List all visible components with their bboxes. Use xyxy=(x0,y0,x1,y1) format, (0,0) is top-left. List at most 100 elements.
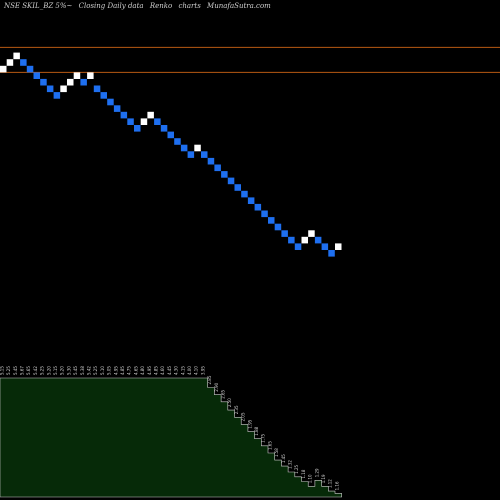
brick-label: 5.05 xyxy=(107,366,112,375)
brick-label: 1.75 xyxy=(261,433,266,442)
brick-label: 3.95 xyxy=(200,366,205,375)
brick-label: 2.35 xyxy=(234,405,239,414)
renko-brick xyxy=(160,125,168,132)
renko-brick xyxy=(314,236,322,244)
renko-brick xyxy=(261,210,268,218)
renko-brick xyxy=(20,59,27,66)
renko-brick xyxy=(234,184,241,191)
renko-brick xyxy=(73,72,81,79)
brick-label: 1.16 xyxy=(334,481,339,490)
chart-type-word: charts xyxy=(178,2,201,10)
brick-label: 2.85 xyxy=(207,375,212,384)
brick-label: 5.10 xyxy=(100,366,105,375)
renko-brick xyxy=(214,164,221,172)
brick-label: 5.42 xyxy=(33,366,38,375)
brick-label: 1.29 xyxy=(314,468,319,477)
renko-brick xyxy=(113,105,121,112)
brick-label: 4.00 xyxy=(187,366,192,375)
renko-brick xyxy=(241,190,248,198)
brick-label: 4.65 xyxy=(133,366,138,375)
renko-brick xyxy=(335,243,342,250)
brick-label: 1.88 xyxy=(254,426,259,435)
renko-brick xyxy=(67,78,74,86)
renko-brick xyxy=(40,78,47,86)
renko-brick xyxy=(93,85,101,93)
brick-label: 1.32 xyxy=(288,460,293,469)
reference-lines xyxy=(0,46,500,73)
renko-brick xyxy=(87,72,94,79)
renko-brick xyxy=(0,65,7,73)
brick-label: 2.05 xyxy=(241,412,246,421)
brick-label: 5.20 xyxy=(46,366,51,375)
renko-brick xyxy=(274,223,282,231)
brick-label: 4.80 xyxy=(140,366,145,375)
brick-label: 4.75 xyxy=(127,366,132,375)
renko-brick xyxy=(100,92,107,99)
brick-label: 4.85 xyxy=(120,366,125,375)
brick-label: 4.30 xyxy=(174,366,179,375)
brick-label: 5.30 xyxy=(66,366,71,375)
brick-label: 4.10 xyxy=(194,366,199,375)
renko-brick xyxy=(167,131,174,139)
renko-brick xyxy=(207,157,215,165)
volume-fill xyxy=(0,377,342,498)
renko-brick xyxy=(147,111,154,119)
renko-brick xyxy=(321,243,329,250)
renko-brick xyxy=(154,118,161,125)
brick-label: 2.65 xyxy=(220,389,225,398)
renko-brick xyxy=(46,85,54,93)
brick-label: 5.15 xyxy=(0,366,4,375)
renko-bricks xyxy=(0,52,342,257)
brick-labels: 5.15 5.25 5.45 5.67 5.65 5.42 5.25 5.20 5.15 5.20… xyxy=(0,366,339,491)
brick-label: 5.15 xyxy=(53,366,58,375)
brick-label: 5.20 xyxy=(60,366,65,375)
brick-label: 4.85 xyxy=(153,366,158,375)
renko-brick xyxy=(33,72,40,79)
renko-brick xyxy=(221,171,228,178)
brick-label: 1.18 xyxy=(301,469,306,478)
volume-area xyxy=(0,377,342,498)
chart-site: MunafaSutra.com xyxy=(207,2,271,10)
renko-brick xyxy=(328,250,335,257)
brick-label: 5.25 xyxy=(6,366,11,375)
renko-brick xyxy=(301,236,308,244)
renko-brick xyxy=(140,118,148,125)
brick-label: 1.45 xyxy=(281,454,286,463)
chart-title: NSE SKIL_BZ 5%~ Closing Daily data Renko… xyxy=(4,2,275,10)
renko-brick xyxy=(294,243,302,250)
brick-label: 4.15 xyxy=(180,366,185,375)
renko-brick xyxy=(180,144,188,152)
brick-label: 5.45 xyxy=(13,366,18,375)
renko-brick xyxy=(281,230,288,237)
chart-symbol: NSE SKIL_BZ 5%~ xyxy=(4,2,73,10)
brick-label: 5.38 xyxy=(80,366,85,375)
renko-brick xyxy=(268,217,275,224)
brick-label: 4.95 xyxy=(113,366,118,375)
renko-brick xyxy=(53,92,61,99)
brick-label: 2.90 xyxy=(214,382,219,391)
brick-label: 5.65 xyxy=(26,366,31,375)
brick-label: 5.25 xyxy=(93,366,98,375)
renko-brick xyxy=(288,236,295,244)
brick-label: 4.95 xyxy=(147,366,152,375)
renko-brick xyxy=(247,197,255,204)
brick-label: 1.58 xyxy=(274,448,279,457)
brick-label: 5.45 xyxy=(73,366,78,375)
chart-type-name: Renko xyxy=(149,2,173,10)
brick-label: 4.60 xyxy=(160,366,165,375)
renko-brick xyxy=(134,125,141,132)
renko-brick xyxy=(120,111,128,119)
brick-label: 1.12 xyxy=(328,479,333,488)
renko-brick xyxy=(254,203,262,211)
renko-brick xyxy=(80,78,87,86)
renko-brick xyxy=(308,230,315,237)
renko-brick xyxy=(107,98,114,106)
renko-brick xyxy=(187,151,195,158)
renko-brick xyxy=(26,65,34,73)
brick-label: 5.25 xyxy=(40,366,45,375)
brick-label: 1.19 xyxy=(321,474,326,483)
brick-label: 1.25 xyxy=(294,464,299,473)
brick-label: 5.42 xyxy=(87,366,92,375)
